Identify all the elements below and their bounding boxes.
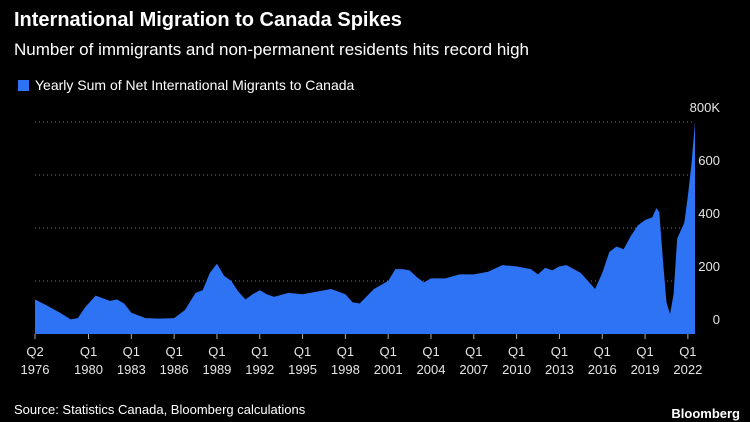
x-tick-label: Q1 2022 <box>673 344 702 377</box>
chart-title: International Migration to Canada Spikes <box>14 9 402 31</box>
chart-subtitle: Number of immigrants and non-permanent r… <box>14 40 529 59</box>
x-tick-label: Q2 1976 <box>21 344 50 377</box>
x-tick-label: Q1 2016 <box>588 344 617 377</box>
legend-label: Yearly Sum of Net International Migrants… <box>35 77 355 93</box>
x-tick-label: Q1 1983 <box>117 344 146 377</box>
area <box>35 122 695 334</box>
y-tick-label: 600 <box>698 153 720 168</box>
legend-swatch <box>18 80 29 91</box>
brand: Bloomberg <box>671 406 740 421</box>
source: Source: Statistics Canada, Bloomberg cal… <box>14 402 306 417</box>
x-tick-label: Q1 1992 <box>245 344 274 377</box>
x-tick-label: Q1 1995 <box>288 344 317 377</box>
y-tick-label: 400 <box>698 206 720 221</box>
x-tick-label: Q1 2013 <box>545 344 574 377</box>
x-tick-label: Q1 2004 <box>417 344 446 377</box>
x-tick-label: Q1 1989 <box>202 344 231 377</box>
y-tick-label: 0 <box>713 312 720 327</box>
x-tick-label: Q1 1980 <box>74 344 103 377</box>
x-tick-label: Q1 2010 <box>502 344 531 377</box>
x-tick-label: Q1 1998 <box>331 344 360 377</box>
y-tick-label: 200 <box>698 259 720 274</box>
y-tick-label: 800K <box>690 100 721 115</box>
x-tick-label: Q1 2007 <box>459 344 488 377</box>
x-tick-label: Q1 2001 <box>374 344 403 377</box>
x-tick-label: Q1 1986 <box>160 344 189 377</box>
x-tick-label: Q1 2019 <box>631 344 660 377</box>
